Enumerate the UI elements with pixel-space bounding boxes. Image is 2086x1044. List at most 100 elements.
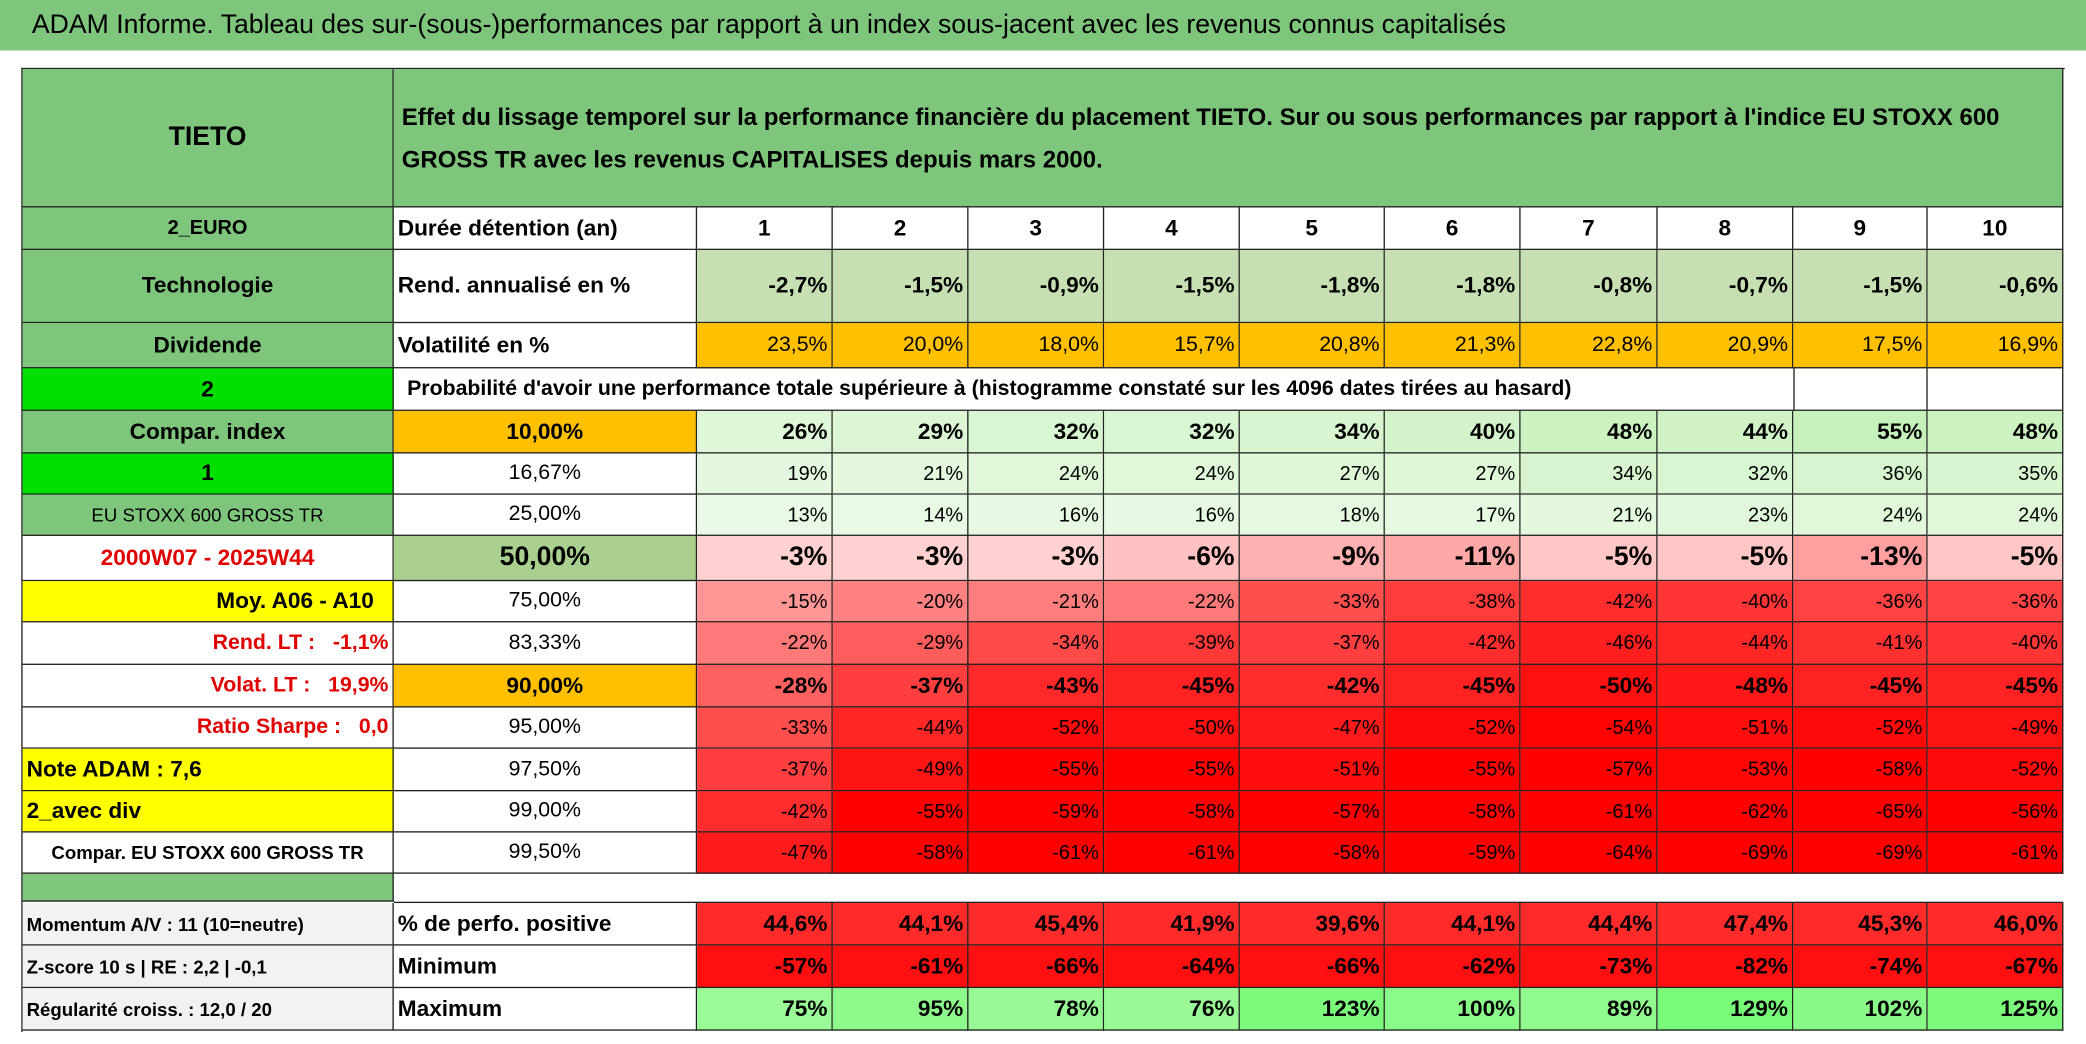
stat-value: 102% bbox=[1793, 988, 1928, 1031]
probability: -52% bbox=[1927, 748, 2064, 792]
threshold: 75,00% bbox=[393, 581, 698, 623]
probability: -47% bbox=[697, 832, 833, 874]
return: -1,5% bbox=[832, 250, 969, 324]
probability: 32% bbox=[1657, 453, 1794, 495]
probability: -61% bbox=[1927, 832, 2064, 874]
stat-value: 44,1% bbox=[832, 903, 969, 946]
horizon: 1 bbox=[697, 207, 833, 251]
probability: 34% bbox=[1239, 410, 1385, 454]
probability: 48% bbox=[1520, 410, 1658, 454]
stat-value: 44,4% bbox=[1520, 903, 1658, 946]
horizon: 4 bbox=[1104, 207, 1240, 251]
stat-label: % de perfo. positive bbox=[393, 903, 698, 946]
probability: -58% bbox=[1239, 832, 1385, 874]
threshold: 10,00% bbox=[393, 410, 698, 454]
return: -1,5% bbox=[1104, 250, 1240, 324]
volatility: 20,9% bbox=[1657, 323, 1794, 369]
probability: -34% bbox=[968, 622, 1105, 665]
probability: 36% bbox=[1793, 453, 1928, 495]
probability: -3% bbox=[697, 535, 833, 582]
side-label: Rend. LT : -1,1% bbox=[22, 622, 394, 665]
probability: -51% bbox=[1657, 707, 1794, 749]
probability: -44% bbox=[832, 707, 969, 749]
probability: -50% bbox=[1520, 664, 1658, 708]
threshold: 83,33% bbox=[393, 622, 698, 665]
probability: -43% bbox=[968, 664, 1105, 708]
probability: -5% bbox=[1657, 535, 1794, 582]
horizon: 9 bbox=[1793, 207, 1928, 251]
probability: -61% bbox=[1520, 791, 1658, 833]
volatility: 17,5% bbox=[1793, 323, 1928, 369]
probability: -42% bbox=[697, 791, 833, 833]
probability: 55% bbox=[1793, 410, 1928, 454]
probability: -28% bbox=[697, 664, 833, 708]
probability-title: Probabilité d'avoir une performance tota… bbox=[393, 368, 1794, 411]
probability: 24% bbox=[1793, 494, 1928, 536]
stat-label: Maximum bbox=[393, 988, 698, 1031]
probability: 27% bbox=[1239, 453, 1385, 495]
probability: -33% bbox=[697, 707, 833, 749]
probability: -50% bbox=[1104, 707, 1240, 749]
probability: -58% bbox=[1384, 791, 1521, 833]
return: -0,8% bbox=[1520, 250, 1658, 324]
probability: -45% bbox=[1104, 664, 1240, 708]
probability: 13% bbox=[697, 494, 833, 536]
probability: -21% bbox=[968, 581, 1105, 623]
volatility: 15,7% bbox=[1104, 323, 1240, 369]
stat-value: 78% bbox=[968, 988, 1105, 1031]
threshold: 97,50% bbox=[393, 748, 698, 792]
probability: 32% bbox=[1104, 410, 1240, 454]
stat-value: 129% bbox=[1657, 988, 1794, 1031]
probability: -61% bbox=[1104, 832, 1240, 874]
stat-value: 125% bbox=[1927, 988, 2064, 1031]
side-label: Ratio Sharpe : 0,0 bbox=[22, 707, 394, 749]
stat-value: 41,9% bbox=[1104, 903, 1240, 946]
return: -1,8% bbox=[1239, 250, 1385, 324]
row-label: Rend. annualisé en % bbox=[393, 250, 698, 324]
probability: -61% bbox=[968, 832, 1105, 874]
row-label: Durée détention (an) bbox=[393, 207, 698, 251]
return: -0,7% bbox=[1657, 250, 1794, 324]
return: -1,5% bbox=[1793, 250, 1928, 324]
stat-value: 75% bbox=[697, 988, 833, 1031]
probability: -55% bbox=[832, 791, 969, 833]
probability: -5% bbox=[1927, 535, 2064, 582]
stat-value: 44,1% bbox=[1384, 903, 1521, 946]
probability: -36% bbox=[1927, 581, 2064, 623]
blank bbox=[1793, 368, 1928, 411]
probability: -41% bbox=[1793, 622, 1928, 665]
return: -0,6% bbox=[1927, 250, 2064, 324]
threshold: 95,00% bbox=[393, 707, 698, 749]
side-label: Volat. LT : 19,9% bbox=[22, 664, 394, 708]
probability: -39% bbox=[1104, 622, 1240, 665]
threshold: 99,50% bbox=[393, 832, 698, 874]
horizon: 8 bbox=[1657, 207, 1794, 251]
probability: -22% bbox=[697, 622, 833, 665]
stat-value: 89% bbox=[1520, 988, 1658, 1031]
side-label: 2_avec div bbox=[22, 791, 394, 833]
probability: -45% bbox=[1384, 664, 1521, 708]
stat-label: Minimum bbox=[393, 945, 698, 989]
side-label: TIETO bbox=[22, 69, 394, 208]
side-label: Compar. index bbox=[22, 410, 394, 454]
probability: -51% bbox=[1239, 748, 1385, 792]
probability: -59% bbox=[1384, 832, 1521, 874]
probability: -58% bbox=[1793, 748, 1928, 792]
stat-value: -57% bbox=[697, 945, 833, 989]
table-frame bbox=[21, 67, 2065, 1033]
probability: -11% bbox=[1384, 535, 1521, 582]
probability: -40% bbox=[1657, 581, 1794, 623]
threshold: 25,00% bbox=[393, 494, 698, 536]
probability: -38% bbox=[1384, 581, 1521, 623]
probability: -53% bbox=[1657, 748, 1794, 792]
probability: 48% bbox=[1927, 410, 2064, 454]
probability: -49% bbox=[832, 748, 969, 792]
probability: -46% bbox=[1520, 622, 1658, 665]
probability: -20% bbox=[832, 581, 969, 623]
return: -2,7% bbox=[697, 250, 833, 324]
probability: 21% bbox=[832, 453, 969, 495]
probability: 27% bbox=[1384, 453, 1521, 495]
probability: -57% bbox=[1239, 791, 1385, 833]
